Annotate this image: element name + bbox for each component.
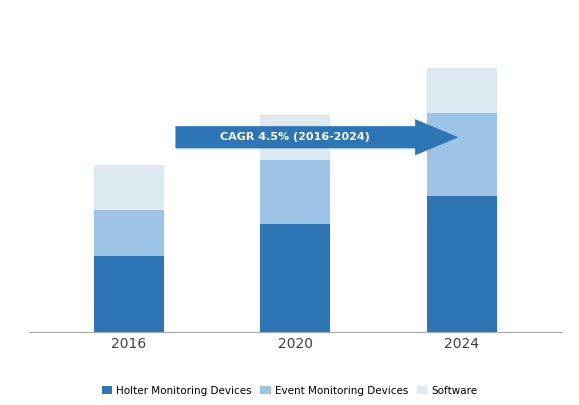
Bar xyxy=(94,165,164,210)
Bar xyxy=(427,68,497,113)
Text: CAGR 4.5% (2016-2024): CAGR 4.5% (2016-2024) xyxy=(221,132,370,142)
Bar xyxy=(94,210,164,256)
Bar xyxy=(261,115,330,160)
Bar xyxy=(94,256,164,332)
Polygon shape xyxy=(175,119,459,156)
Bar xyxy=(427,113,497,196)
Bar xyxy=(261,224,330,332)
Bar xyxy=(261,160,330,224)
Bar xyxy=(427,196,497,332)
Text: Global Holter Monitoring Systems Market, Revenue (US$ Mn) By Product, 2016, 2020: Global Holter Monitoring Systems Market,… xyxy=(49,21,530,31)
Legend: Holter Monitoring Devices, Event Monitoring Devices, Software: Holter Monitoring Devices, Event Monitor… xyxy=(98,382,481,400)
